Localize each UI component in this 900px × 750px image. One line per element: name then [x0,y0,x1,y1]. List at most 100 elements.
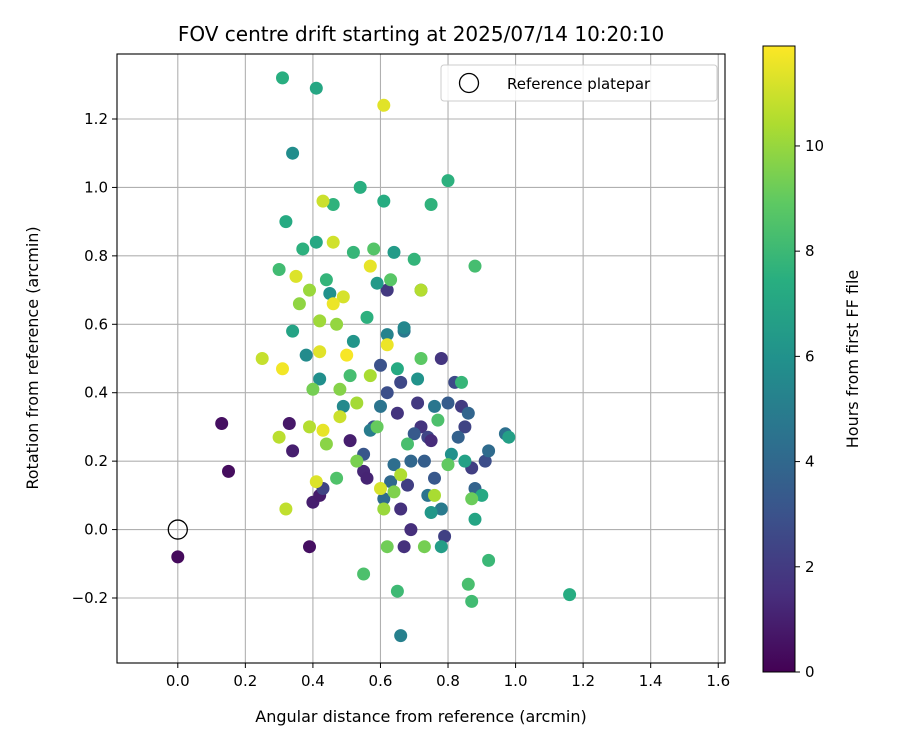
chart-title: FOV centre drift starting at 2025/07/14 … [178,22,664,46]
data-point [428,471,441,485]
data-point [377,502,391,516]
data-point [360,471,374,485]
data-point [303,420,316,434]
data-point [441,396,455,410]
x-tick-label: 1.6 [706,672,730,690]
y-tick-label: −0.2 [72,589,108,607]
data-point [350,396,364,410]
data-point [468,259,482,273]
y-tick-label: 1.0 [84,178,108,196]
data-point [370,420,384,434]
data-point [451,430,465,444]
data-point [444,447,458,461]
data-point [390,362,404,376]
data-point [336,399,350,413]
data-point [326,235,340,249]
colorbar-gradient [762,45,796,673]
data-point [465,594,479,608]
y-tick-label: 0.8 [84,247,108,265]
data-point [292,297,306,311]
data-point [313,372,327,386]
colorbar-label: Hours from first FF file [843,270,862,449]
y-tick-label: 0.6 [84,315,108,333]
y-tick-label: 0.4 [84,384,108,402]
data-point [465,492,479,506]
data-point [343,369,357,383]
data-point [404,454,418,468]
legend-label: Reference platepar [507,75,651,93]
data-point [482,444,496,458]
colorbar-tick-label: 8 [805,242,815,260]
data-point [404,523,418,537]
data-point [417,540,431,554]
data-point [387,458,401,472]
data-point [394,375,408,389]
data-point [424,198,438,211]
data-point [303,283,316,297]
data-point [424,434,438,448]
x-tick-label: 0.6 [369,672,393,690]
data-point [343,434,357,448]
colorbar-ticks: 0 2 4 6 8 10 [795,137,824,681]
data-point [401,478,414,492]
data-point [276,71,289,85]
data-point [411,396,425,410]
data-point [363,369,377,383]
x-axis-label: Angular distance from reference (arcmin) [255,707,586,726]
data-point [434,540,448,554]
data-point [458,420,472,434]
data-point [482,553,496,567]
data-point [384,273,398,287]
data-point [397,540,411,554]
data-points [167,71,577,643]
data-point [431,413,445,427]
data-point [222,464,235,478]
data-point [299,348,313,362]
data-point [374,358,387,372]
data-point [475,488,489,502]
data-point [340,348,354,362]
colorbar-tick-label: 0 [805,663,815,681]
data-point [380,328,394,342]
data-point [319,273,333,287]
data-point [461,406,475,420]
data-point [377,98,391,112]
data-point [309,81,323,95]
data-point [380,283,394,297]
data-point [397,321,411,335]
data-point [313,345,327,359]
data-point [377,492,391,506]
data-point [286,444,300,458]
data-point [370,276,384,290]
data-point [394,468,408,482]
x-tick-label: 0.4 [301,672,325,690]
data-point [374,399,387,413]
data-point [478,454,492,468]
legend-marker-open-circle [458,72,480,94]
data-point [434,502,448,516]
legend: Reference platepar [440,64,718,102]
data-point [323,287,337,300]
colorbar-tick-label: 4 [805,453,815,471]
data-point [255,352,269,365]
data-point [286,324,300,338]
data-point [411,372,425,386]
data-point [374,482,387,495]
data-point [417,454,431,468]
colorbar-tick-label: 6 [805,347,815,365]
data-point [276,362,289,376]
data-point [407,427,421,441]
data-point [441,458,455,472]
data-point [289,269,303,283]
data-point [346,245,360,259]
grid [117,54,725,663]
data-point [282,417,296,430]
data-point [502,430,516,444]
data-point [407,252,421,266]
reference-platepar-marker [167,519,188,540]
data-point [428,488,441,502]
data-point [279,502,293,516]
x-tick-label: 1.4 [639,672,663,690]
data-point [306,382,320,396]
